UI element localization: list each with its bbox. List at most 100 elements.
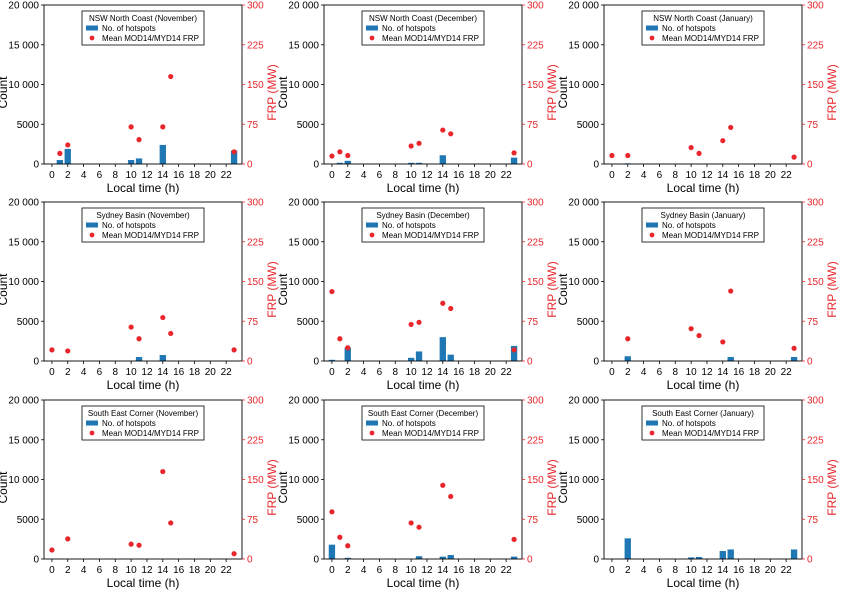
y2-tick-label: 75 bbox=[527, 515, 539, 526]
legend-point-swatch bbox=[89, 430, 95, 436]
y-tick-label: 10 000 bbox=[288, 80, 319, 91]
y-tick-label: 20 000 bbox=[568, 1, 599, 12]
y-tick-label: 0 bbox=[33, 357, 39, 368]
frp-point bbox=[329, 153, 335, 159]
y2-tick-label: 0 bbox=[807, 555, 813, 566]
frp-point bbox=[231, 347, 237, 353]
legend-bar-swatch bbox=[86, 420, 98, 426]
x-tick-label: 6 bbox=[377, 565, 383, 576]
y-tick-label: 20 000 bbox=[288, 198, 319, 209]
y-tick-label: 15 000 bbox=[288, 435, 319, 446]
hotspot-bar bbox=[695, 557, 703, 559]
x-tick-label: 12 bbox=[701, 565, 713, 576]
x-tick-label: 4 bbox=[81, 367, 87, 378]
frp-point bbox=[696, 332, 702, 339]
y-tick-label: 15 000 bbox=[8, 237, 39, 248]
hotspot-bar bbox=[159, 355, 166, 361]
x-tick-label: 8 bbox=[672, 170, 678, 181]
x-tick-label: 8 bbox=[392, 367, 398, 378]
x-tick-label: 22 bbox=[781, 565, 793, 576]
frp-point bbox=[337, 534, 343, 540]
y-tick-label: 0 bbox=[313, 555, 319, 566]
legend-bar-label: No. of hotspots bbox=[382, 24, 436, 33]
y-tick-label: 5000 bbox=[577, 515, 600, 526]
y-tick-label: 10 000 bbox=[8, 277, 39, 288]
frp-point bbox=[49, 547, 55, 553]
panel-title: South East Corner (December) bbox=[368, 409, 479, 418]
frp-point bbox=[168, 520, 174, 526]
hotspot-bar bbox=[624, 356, 631, 361]
y-axis-title: Count bbox=[276, 273, 290, 306]
y2-tick-label: 150 bbox=[807, 80, 824, 91]
hotspot-bar bbox=[135, 158, 143, 164]
x-tick-label: 8 bbox=[672, 367, 678, 378]
x-tick-label: 16 bbox=[733, 367, 745, 378]
legend-bar-label: No. of hotspots bbox=[662, 221, 716, 230]
y-tick-label: 20 000 bbox=[8, 198, 39, 209]
x-tick-label: 14 bbox=[157, 367, 169, 378]
frp-point bbox=[136, 137, 142, 143]
x-tick-label: 20 bbox=[205, 565, 217, 576]
y2-tick-label: 300 bbox=[807, 396, 824, 407]
legend-bar-swatch bbox=[366, 222, 378, 228]
legend-box bbox=[81, 10, 205, 46]
x-tick-label: 4 bbox=[641, 565, 647, 576]
panel-title: South East Corner (November) bbox=[88, 409, 199, 418]
y2-axis-title: FRP (MW) bbox=[545, 64, 559, 120]
frp-point bbox=[408, 520, 414, 526]
hotspot-bar bbox=[127, 160, 135, 164]
legend-box bbox=[361, 10, 485, 46]
y2-tick-label: 75 bbox=[807, 515, 819, 526]
frp-point bbox=[57, 150, 63, 156]
panel-title: NSW North Coast (November) bbox=[89, 14, 197, 23]
frp-point bbox=[345, 152, 351, 159]
x-tick-label: 12 bbox=[141, 565, 153, 576]
y-tick-label: 0 bbox=[593, 555, 599, 566]
x-tick-label: 4 bbox=[81, 170, 87, 181]
hotspot-bar bbox=[447, 354, 454, 361]
hotspot-bar bbox=[415, 556, 423, 559]
hotspot-bar bbox=[344, 347, 351, 361]
x-tick-label: 22 bbox=[501, 170, 513, 181]
x-tick-label: 8 bbox=[392, 565, 398, 576]
x-tick-label: 4 bbox=[361, 565, 367, 576]
y2-tick-label: 75 bbox=[247, 120, 259, 131]
x-tick-label: 22 bbox=[781, 170, 793, 181]
legend-point-label: Mean MOD14/MYD14 FRP bbox=[102, 34, 199, 43]
y-tick-label: 10 000 bbox=[8, 475, 39, 486]
frp-point bbox=[337, 336, 343, 342]
legend-bar-swatch bbox=[646, 420, 658, 426]
x-tick-label: 8 bbox=[112, 367, 118, 378]
y2-tick-label: 0 bbox=[247, 160, 253, 171]
x-tick-label: 2 bbox=[65, 367, 71, 378]
frp-point bbox=[345, 543, 351, 549]
x-tick-label: 0 bbox=[329, 170, 335, 181]
x-axis-title: Local time (h) bbox=[387, 576, 460, 590]
x-tick-label: 2 bbox=[625, 170, 631, 181]
legend-point-label: Mean MOD14/MYD14 FRP bbox=[102, 231, 199, 240]
y2-tick-label: 300 bbox=[247, 1, 264, 12]
x-tick-label: 14 bbox=[717, 565, 729, 576]
legend-box bbox=[361, 405, 485, 441]
frp-point bbox=[720, 138, 726, 144]
y2-tick-label: 150 bbox=[807, 475, 824, 486]
y2-axis-title: FRP (MW) bbox=[545, 261, 559, 317]
frp-point bbox=[231, 149, 237, 155]
y-tick-label: 5000 bbox=[17, 120, 40, 131]
y-tick-label: 10 000 bbox=[288, 475, 319, 486]
legend-bar-swatch bbox=[646, 222, 658, 228]
legend-bar-swatch bbox=[86, 222, 98, 228]
x-tick-label: 0 bbox=[609, 170, 615, 181]
y-axis-title: Count bbox=[556, 273, 570, 306]
legend-box bbox=[641, 207, 765, 243]
y2-tick-label: 0 bbox=[527, 160, 533, 171]
legend-point-label: Mean MOD14/MYD14 FRP bbox=[382, 34, 479, 43]
x-tick-label: 16 bbox=[453, 170, 465, 181]
hotspot-bar bbox=[447, 555, 454, 559]
x-tick-label: 20 bbox=[485, 565, 497, 576]
